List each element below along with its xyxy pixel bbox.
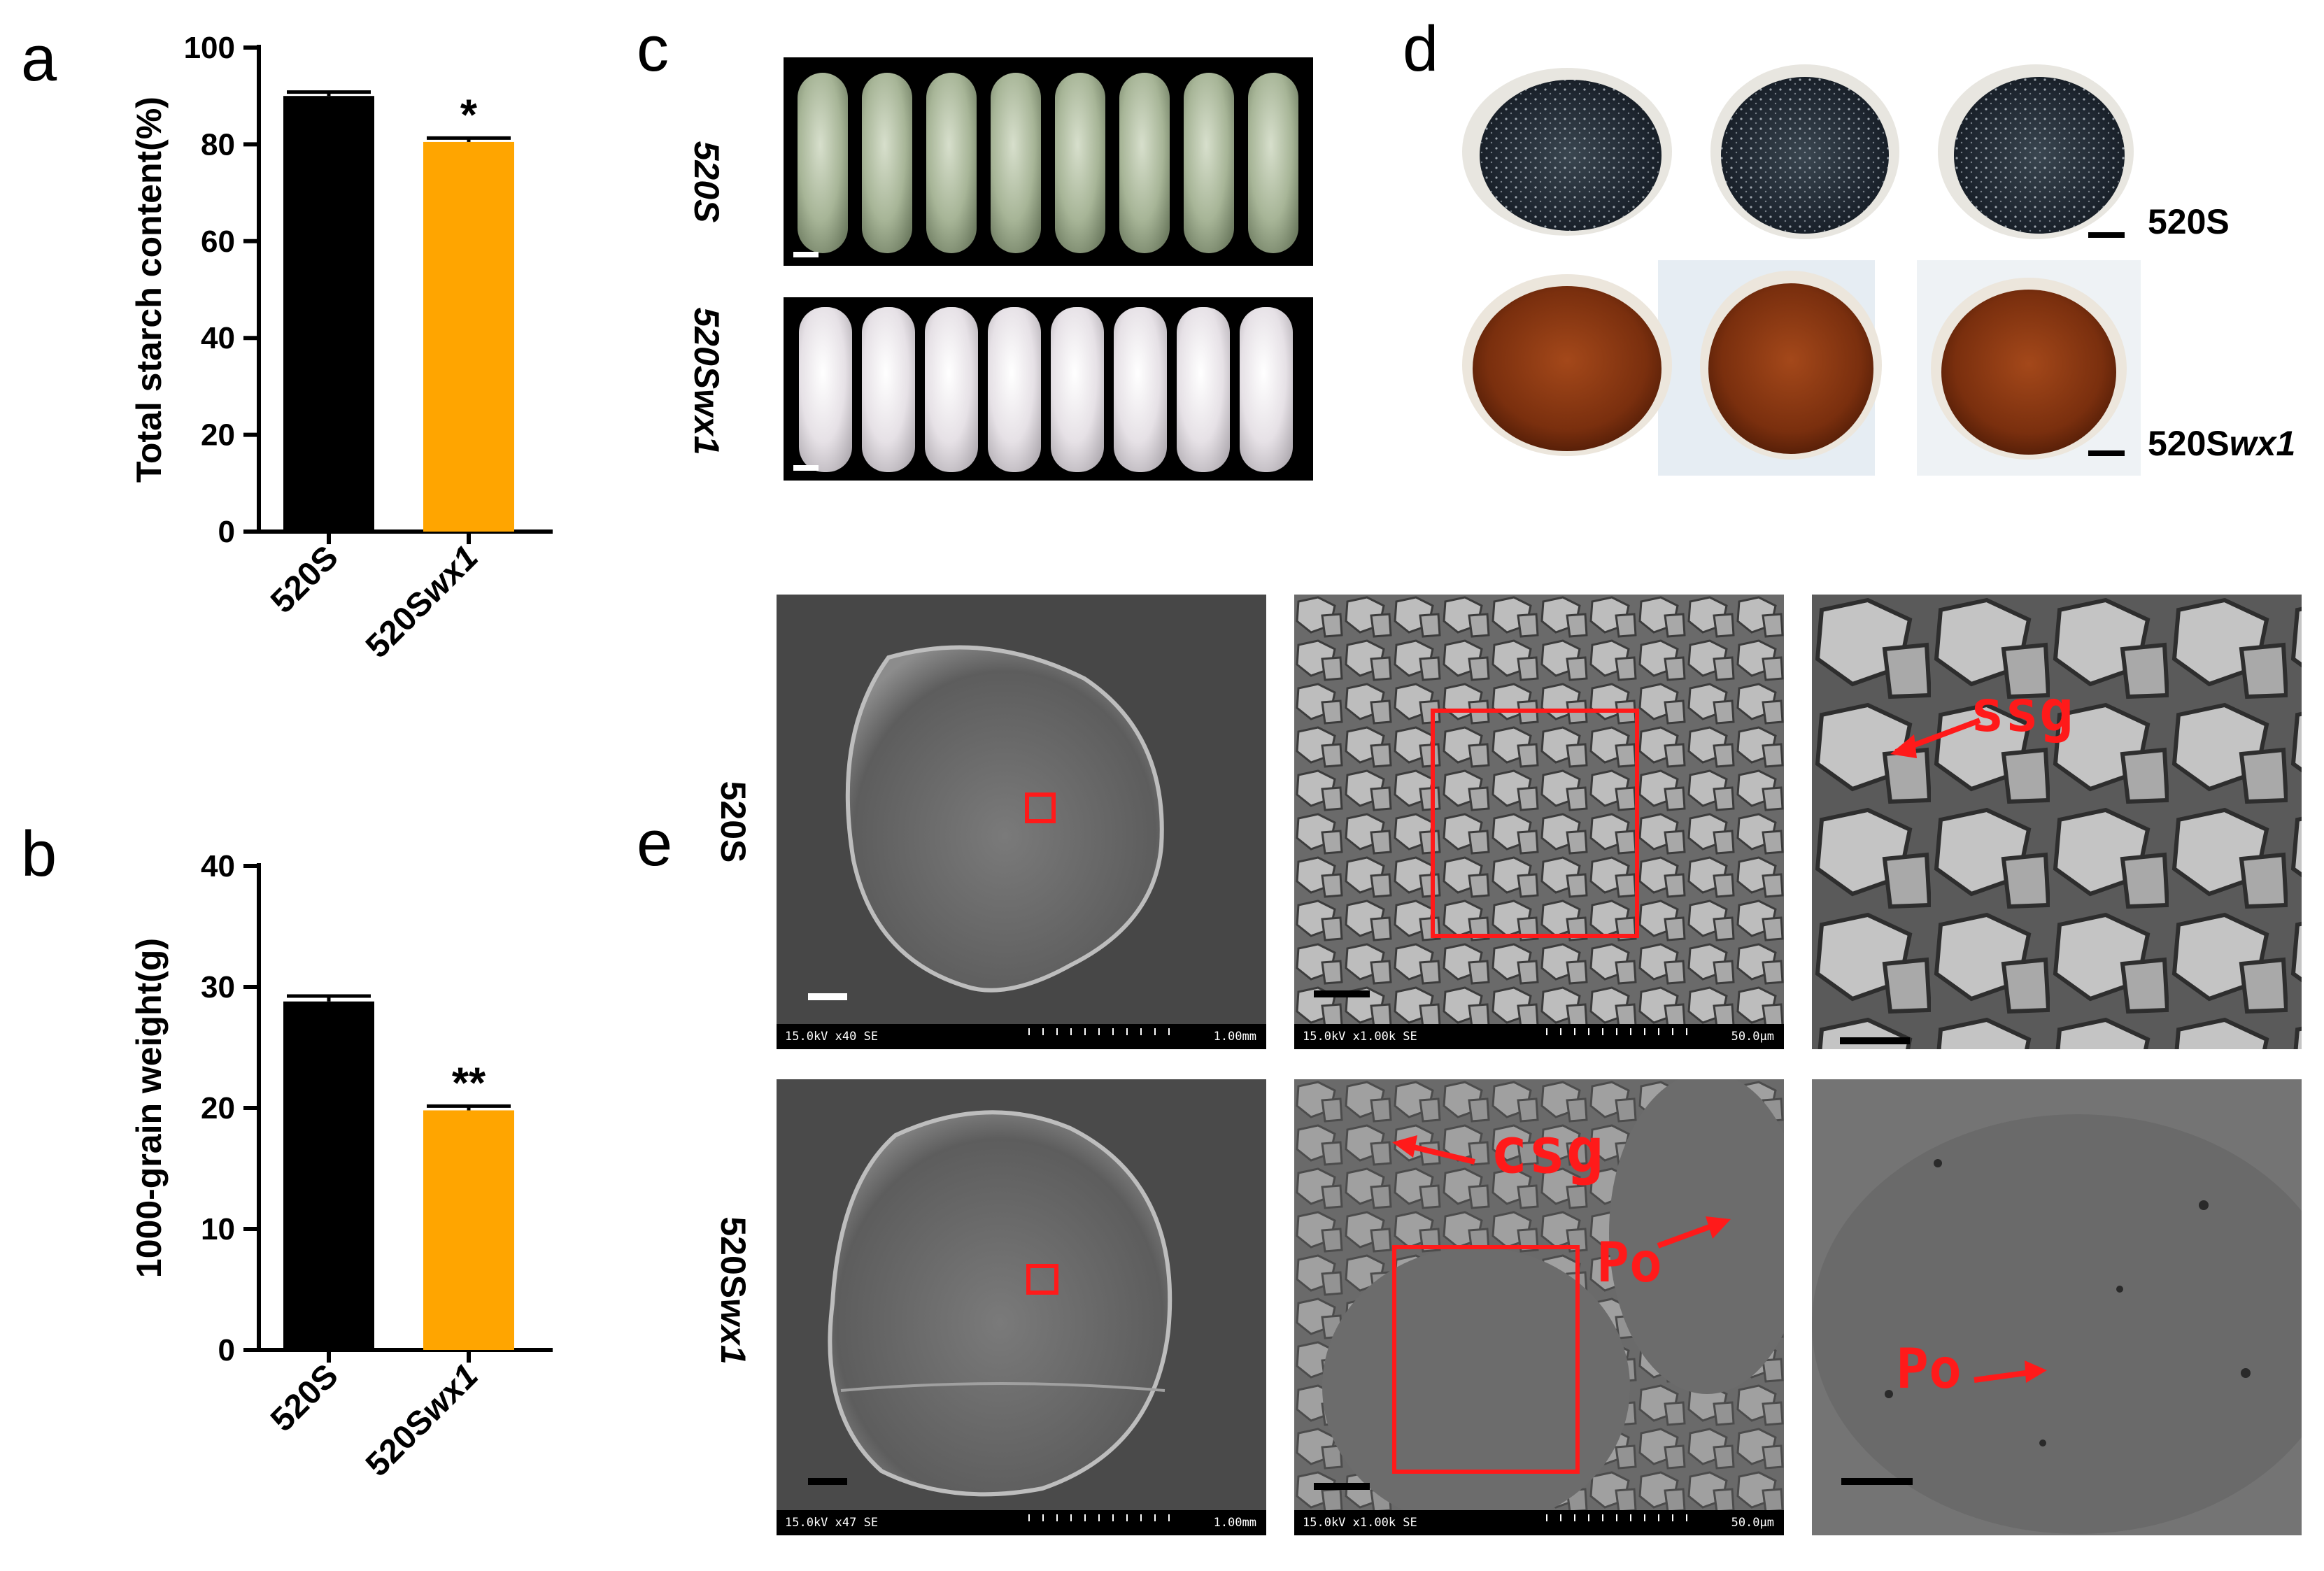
y-tick-label: 100 [184, 31, 235, 65]
panel-d-row1-label: 520S [2148, 202, 2230, 241]
y-tick-label: 10 [201, 1212, 235, 1246]
panel-letter-e: e [637, 808, 673, 879]
scale-bar [808, 993, 847, 1000]
sem-image-520swx1-mid-mag: csg Po 15.0kV x1.00k SE 50.0μm [1294, 1079, 1784, 1535]
y-tick-label: 30 [201, 970, 235, 1004]
significance-mark: * [460, 91, 478, 139]
y-tick-label: 0 [218, 1333, 235, 1367]
panel-c-row2-label: 520Swx1 [687, 307, 726, 455]
panel-letter-d: d [1403, 13, 1439, 85]
panel-letter-c: c [637, 13, 669, 85]
panel-c-grains-520swx1 [784, 297, 1313, 481]
panel-d-row2-label: 520Swx1 [2148, 424, 2296, 463]
y-tick-label: 0 [218, 515, 235, 549]
scale-bar [1314, 990, 1370, 997]
scale-bar [1841, 1478, 1913, 1485]
panel-d-stained-sections [1455, 57, 2141, 477]
panel-letter-b: b [21, 818, 57, 890]
y-tick-label: 20 [201, 418, 235, 453]
chart-b: 0 10 20 30 40 1000-grain weight(g) 520S ** 520Sw… [129, 849, 553, 1484]
bar-520Swx1 [423, 1110, 514, 1350]
scale-bar [1840, 1037, 1910, 1044]
x-category-label: 520Swx1 [359, 1357, 486, 1484]
sem-image-520swx1-low-mag: 15.0kV x47 SE 1.00mm [777, 1079, 1266, 1535]
bar-520S [283, 1001, 374, 1350]
sem-zoom-box-520swx1 [1026, 1264, 1058, 1295]
sem-zoom-box-520swx1-mid [1392, 1245, 1580, 1474]
panel-e-row1-label: 520S [714, 781, 753, 863]
annotation-csg: csg [1490, 1114, 1604, 1188]
scale-bar [1314, 1483, 1370, 1490]
panel-c-grains-520s [784, 57, 1313, 266]
grain-row-white [799, 307, 1293, 472]
panel-e-row2-label: 520Swx1 [714, 1216, 753, 1365]
annotation-ssg: ssg [1970, 678, 2074, 745]
y-axis-label: 1000-grain weight(g) [129, 938, 169, 1278]
panel-c-row1-label: 520S [687, 141, 726, 223]
sem-image-520s-mid-mag: 15.0kV x1.00k SE 50.0μm [1294, 595, 1784, 1049]
chart-a: 0 20 40 60 80 100 Total starch content(%) 520S *… [129, 31, 553, 665]
scale-bar [808, 1478, 847, 1485]
significance-mark: ** [452, 1059, 486, 1107]
x-category-label: 520Swx1 [359, 539, 486, 665]
sem-info-bar: 15.0kV x47 SE 1.00mm [777, 1510, 1266, 1535]
sem-info-bar: 15.0kV x40 SE 1.00mm [777, 1024, 1266, 1049]
sem-image-520s-low-mag: 15.0kV x40 SE 1.00mm [777, 595, 1266, 1049]
y-tick-label: 20 [201, 1091, 235, 1125]
sem-image-520s-high-mag: ssg [1812, 595, 2302, 1049]
bar-520S [283, 96, 374, 532]
y-tick-label: 60 [201, 225, 235, 259]
x-category-label: 520S [264, 539, 346, 620]
sem-zoom-box-520s-mid [1431, 709, 1639, 938]
annotation-po-mid: Po [1596, 1232, 1662, 1295]
y-tick-label: 40 [201, 849, 235, 883]
sem-info-bar: 15.0kV x1.00k SE 50.0μm [1294, 1024, 1784, 1049]
sem-info-bar: 15.0kV x1.00k SE 50.0μm [1294, 1510, 1784, 1535]
y-axis-label: Total starch content(%) [129, 97, 169, 483]
grain-row-green [798, 73, 1298, 253]
bar-520Swx1 [423, 141, 514, 532]
x-category-label: 520S [264, 1357, 346, 1439]
y-tick-label: 40 [201, 321, 235, 355]
sem-image-520swx1-high-mag: Po [1812, 1079, 2302, 1535]
sem-zoom-box-520s [1025, 792, 1056, 823]
panel-letter-a: a [21, 23, 57, 94]
annotation-po-high: Po [1896, 1338, 1962, 1401]
y-tick-label: 80 [201, 127, 235, 162]
